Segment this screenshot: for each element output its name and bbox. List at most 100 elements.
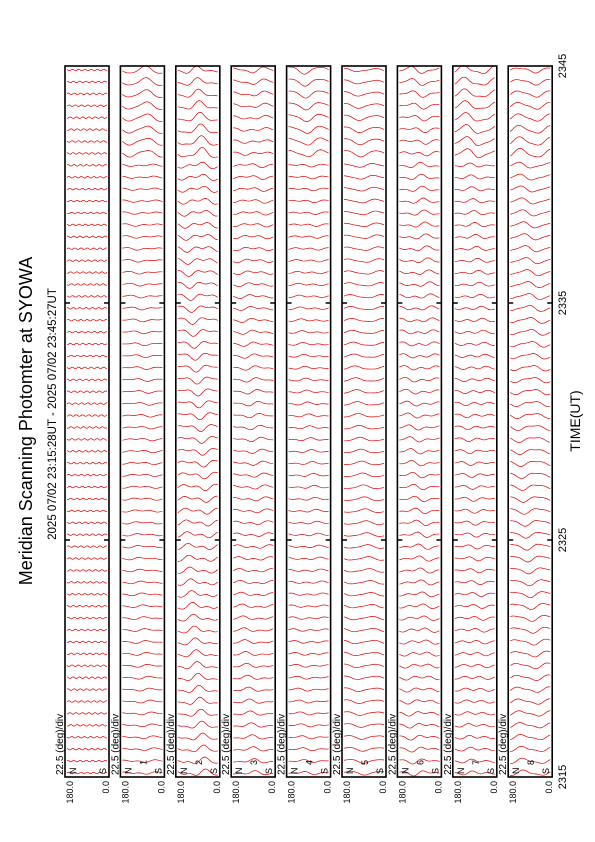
trace-line	[177, 400, 218, 409]
trace-line	[343, 329, 385, 334]
trace-line	[233, 484, 274, 490]
trace-line	[399, 412, 440, 419]
trace-line	[399, 770, 440, 777]
trace-line	[177, 708, 218, 717]
trace-line	[454, 532, 495, 538]
trace-line	[66, 223, 108, 227]
trace-line	[177, 281, 218, 289]
trace-line	[288, 473, 329, 477]
trace-line	[66, 199, 108, 203]
trace-line	[233, 710, 274, 716]
trace-line	[122, 89, 163, 98]
trace-line	[510, 221, 551, 229]
x-axis-label: TIME(UT)	[567, 390, 583, 451]
trace-line	[510, 305, 551, 312]
trace-line	[343, 79, 385, 85]
trace-line	[343, 628, 385, 633]
y-bottom-label: 0.0	[267, 781, 277, 794]
trace-line	[454, 628, 495, 633]
trace-line	[66, 152, 108, 155]
trace-line	[510, 281, 551, 288]
trace-line	[233, 615, 274, 620]
trace-line	[233, 151, 274, 156]
trace-line	[177, 483, 218, 491]
trace-line	[454, 413, 495, 418]
trace-line	[233, 674, 274, 680]
trace-line	[66, 521, 108, 524]
trace-line	[66, 140, 108, 143]
trace-line	[177, 65, 218, 74]
trace-line	[510, 567, 551, 575]
panel-7: 180.0 0.0 N S6 22.5 (deg)/div	[387, 65, 443, 804]
trace-line	[177, 720, 218, 729]
north-label: N	[345, 768, 355, 775]
trace-line	[66, 616, 108, 620]
trace-line	[343, 472, 385, 478]
y-top-label: 180.0	[397, 781, 407, 804]
trace-line	[288, 318, 329, 322]
trace-line	[122, 450, 163, 454]
trace-line	[288, 187, 329, 192]
trace-line	[66, 414, 108, 417]
trace-line	[343, 306, 385, 311]
trace-line	[343, 222, 385, 227]
trace-line	[343, 198, 385, 204]
trace-line	[343, 759, 385, 764]
y-bottom-label: 0.0	[156, 781, 166, 794]
trace-line	[399, 305, 440, 311]
trace-line	[66, 235, 108, 238]
trace-line	[454, 640, 495, 645]
trace-line	[66, 497, 108, 501]
trace-line	[122, 426, 163, 430]
trace-line	[510, 532, 551, 539]
trace-line	[454, 508, 495, 514]
panel-frame	[507, 65, 554, 778]
trace-line	[233, 686, 274, 692]
trace-line	[399, 377, 440, 383]
trace-line	[399, 281, 440, 287]
trace-line	[122, 438, 163, 442]
trace-line	[177, 531, 218, 539]
trace-line	[343, 317, 385, 322]
trace-line	[399, 139, 440, 145]
trace-line	[122, 747, 163, 751]
north-label: N	[123, 768, 133, 775]
trace-line	[288, 199, 329, 204]
y-bottom-label: 0.0	[378, 781, 388, 794]
trace-line	[288, 125, 329, 134]
trace-line	[454, 162, 495, 168]
trace-line	[66, 259, 108, 262]
trace-line	[509, 124, 551, 134]
trace-line	[399, 460, 440, 467]
trace-line	[177, 566, 219, 574]
trace-line	[122, 485, 163, 489]
trace-line	[233, 90, 274, 97]
trace-line	[122, 402, 163, 406]
trace-line	[233, 341, 274, 347]
trace-line	[66, 330, 108, 334]
trace-line	[510, 579, 551, 587]
trace-line	[288, 114, 329, 123]
trace-line	[510, 484, 551, 491]
trace-line	[288, 401, 329, 406]
trace-line	[288, 175, 329, 180]
trace-line	[288, 425, 329, 430]
trace-line	[66, 462, 108, 465]
scale-label: 22.5 (deg)/div	[332, 714, 343, 775]
trace-line	[177, 269, 218, 277]
trace-line	[66, 390, 108, 393]
trace-line	[233, 377, 274, 383]
trace-line	[288, 365, 329, 370]
trace-line	[122, 556, 163, 561]
trace-line	[399, 507, 440, 514]
scale-label: 22.5 (deg)/div	[55, 714, 66, 775]
trace-line	[343, 520, 385, 525]
x-tick-label: 2315	[557, 765, 569, 789]
trace-line	[122, 294, 163, 299]
trace-line	[288, 330, 329, 334]
y-bottom-label: 0.0	[433, 781, 443, 794]
trace-line	[233, 412, 274, 419]
trace-line	[399, 388, 440, 395]
trace-line	[343, 592, 385, 597]
trace-line	[177, 661, 218, 670]
